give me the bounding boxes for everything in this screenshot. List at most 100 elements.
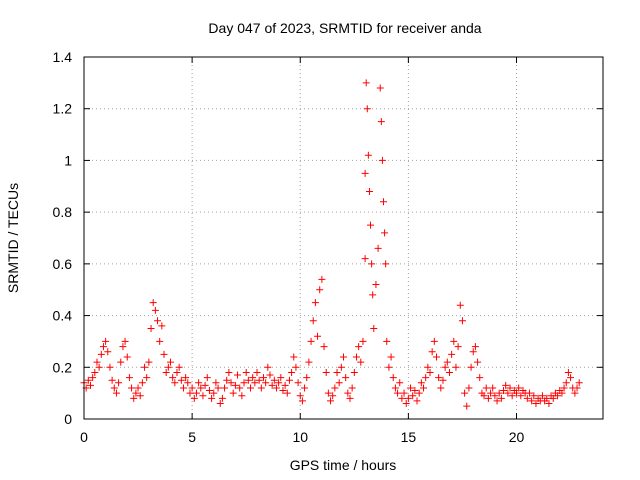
data-point xyxy=(484,394,492,402)
data-point xyxy=(382,260,390,268)
data-point xyxy=(398,394,406,402)
data-point xyxy=(430,337,438,345)
data-point xyxy=(389,374,397,382)
data-point xyxy=(554,392,562,400)
data-point xyxy=(361,255,369,263)
data-point xyxy=(179,384,187,392)
data-point xyxy=(223,376,231,384)
data-point xyxy=(402,399,410,407)
data-point xyxy=(128,384,136,392)
data-point xyxy=(316,286,324,294)
data-point xyxy=(201,381,209,389)
data-point xyxy=(400,389,408,397)
data-point xyxy=(420,384,428,392)
data-point xyxy=(506,384,514,392)
data-point xyxy=(487,389,495,397)
data-point xyxy=(123,353,131,361)
data-point xyxy=(158,322,166,330)
data-point xyxy=(275,379,283,387)
data-point xyxy=(404,394,412,402)
data-point xyxy=(394,389,402,397)
data-point xyxy=(493,397,501,405)
data-point xyxy=(491,392,499,400)
data-point xyxy=(367,221,375,229)
data-point xyxy=(329,392,337,400)
data-point xyxy=(365,187,373,195)
data-point xyxy=(417,379,425,387)
data-point xyxy=(331,384,339,392)
data-point xyxy=(262,379,270,387)
data-point xyxy=(186,389,194,397)
data-point xyxy=(523,394,531,402)
data-point xyxy=(110,384,118,392)
data-point xyxy=(285,376,293,384)
y-tick-label: 0 xyxy=(64,411,72,427)
data-point xyxy=(309,317,317,325)
data-point xyxy=(380,198,388,206)
data-point xyxy=(532,399,540,407)
data-point xyxy=(450,337,458,345)
data-point xyxy=(517,392,525,400)
data-point xyxy=(182,374,190,382)
data-point xyxy=(199,392,207,400)
data-point xyxy=(564,368,572,376)
data-point xyxy=(210,389,218,397)
data-point xyxy=(348,384,356,392)
data-point xyxy=(515,384,523,392)
data-point xyxy=(480,392,488,400)
data-point xyxy=(545,399,553,407)
data-point xyxy=(320,343,328,351)
y-tick-label: 1.4 xyxy=(53,49,73,65)
data-point xyxy=(458,317,466,325)
data-point xyxy=(513,389,520,397)
y-tick-label: 1.2 xyxy=(53,101,73,117)
data-point xyxy=(93,358,101,366)
data-point xyxy=(266,371,274,379)
data-point xyxy=(277,374,285,382)
data-point xyxy=(203,374,211,382)
data-point xyxy=(272,384,280,392)
data-point xyxy=(424,363,432,371)
data-point xyxy=(97,350,105,358)
data-point xyxy=(190,394,198,402)
data-point xyxy=(378,156,386,164)
data-point xyxy=(249,374,257,382)
data-point xyxy=(234,371,242,379)
data-point xyxy=(138,379,146,387)
data-point xyxy=(364,151,372,159)
data-point xyxy=(322,368,330,376)
data-point xyxy=(259,374,267,382)
data-point xyxy=(177,376,185,384)
data-point xyxy=(376,84,384,92)
data-point xyxy=(385,363,393,371)
data-point xyxy=(305,358,313,366)
data-point xyxy=(426,368,434,376)
data-point xyxy=(141,363,149,371)
data-point xyxy=(89,374,97,382)
data-point xyxy=(281,381,289,389)
data-point xyxy=(244,376,252,384)
data-point xyxy=(231,381,239,389)
data-point xyxy=(495,389,503,397)
data-point xyxy=(476,374,484,382)
y-axis-label: SRMTID / TECUs xyxy=(5,183,21,293)
data-point xyxy=(549,394,557,402)
data-point xyxy=(448,350,456,358)
data-point xyxy=(301,384,309,392)
data-point xyxy=(337,363,345,371)
data-point xyxy=(575,379,583,387)
data-point xyxy=(130,394,138,402)
x-tick-label: 15 xyxy=(401,429,417,445)
data-point xyxy=(327,397,335,405)
data-point xyxy=(296,392,304,400)
data-point xyxy=(175,363,183,371)
data-point xyxy=(363,105,371,113)
data-point xyxy=(264,363,272,371)
data-point xyxy=(125,374,133,382)
data-point xyxy=(298,397,306,405)
data-point xyxy=(156,337,164,345)
data-point xyxy=(212,379,220,387)
x-tick-label: 0 xyxy=(80,429,88,445)
data-point xyxy=(255,376,263,384)
data-point xyxy=(154,317,162,325)
